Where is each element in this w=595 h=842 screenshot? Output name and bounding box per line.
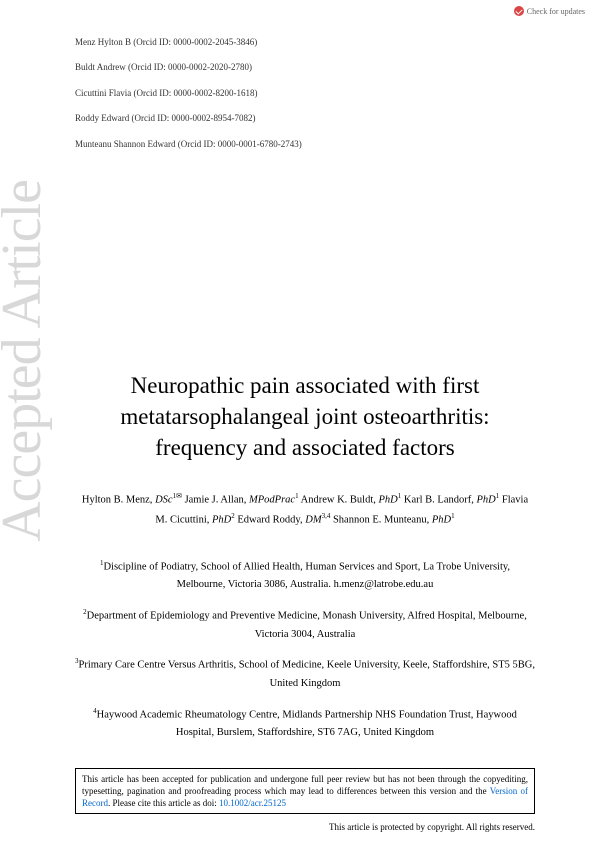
orcid-item: Roddy Edward (Orcid ID: 0000-0002-8954-7…: [75, 111, 535, 125]
author-sup: 1: [295, 492, 299, 500]
notice-text: . Please cite this article as doi:: [108, 798, 219, 808]
author-sup: 1: [451, 512, 455, 520]
affiliation: 1Discipline of Podiatry, School of Allie…: [75, 558, 535, 594]
author-name: Hylton B. Menz,: [82, 495, 155, 506]
author-degree: PhD: [379, 495, 398, 506]
author-name: Karl B. Landorf,: [404, 495, 477, 506]
affiliations-list: 1Discipline of Podiatry, School of Allie…: [75, 558, 535, 755]
publication-notice: This article has been accepted for publi…: [75, 768, 535, 814]
author-list: Hylton B. Menz, DSc1✉ Jamie J. Allan, MP…: [75, 490, 535, 531]
author-sup: 1✉: [173, 492, 182, 500]
orcid-list: Menz Hylton B (Orcid ID: 0000-0002-2045-…: [75, 35, 535, 162]
author-degree: PhD: [432, 515, 451, 526]
orcid-item: Buldt Andrew (Orcid ID: 0000-0002-2020-2…: [75, 60, 535, 74]
author-degree: PhD: [477, 495, 496, 506]
author-name: Andrew K. Buldt,: [301, 495, 379, 506]
author-sup: 2: [231, 512, 235, 520]
author-degree: MPodPrac: [249, 495, 295, 506]
author-name: Shannon E. Munteanu,: [333, 515, 432, 526]
affiliation: 2Department of Epidemiology and Preventi…: [75, 607, 535, 643]
author-name: Edward Roddy,: [237, 515, 305, 526]
check-updates-badge[interactable]: Check for updates: [514, 6, 585, 16]
orcid-item: Munteanu Shannon Edward (Orcid ID: 0000-…: [75, 137, 535, 151]
copyright-notice: This article is protected by copyright. …: [329, 822, 535, 832]
orcid-item: Cicuttini Flavia (Orcid ID: 0000-0002-82…: [75, 86, 535, 100]
accepted-article-watermark: Accepted Article: [0, 0, 54, 180]
author-degree: DSc: [155, 495, 173, 506]
affiliation: 3Primary Care Centre Versus Arthritis, S…: [75, 656, 535, 692]
author-sup: 1: [398, 492, 402, 500]
author-degree: PhD: [212, 515, 231, 526]
author-sup: 1: [496, 492, 500, 500]
doi-link[interactable]: 10.1002/acr.25125: [219, 798, 286, 808]
orcid-item: Menz Hylton B (Orcid ID: 0000-0002-2045-…: [75, 35, 535, 49]
author-name: Jamie J. Allan,: [185, 495, 249, 506]
check-updates-label: Check for updates: [527, 7, 585, 16]
article-title: Neuropathic pain associated with first m…: [75, 370, 535, 463]
affiliation: 4Haywood Academic Rheumatology Centre, M…: [75, 706, 535, 742]
author-degree: DM: [305, 515, 321, 526]
check-icon: [514, 6, 524, 16]
notice-text: This article has been accepted for publi…: [82, 774, 528, 796]
author-sup: 3,4: [322, 512, 331, 520]
